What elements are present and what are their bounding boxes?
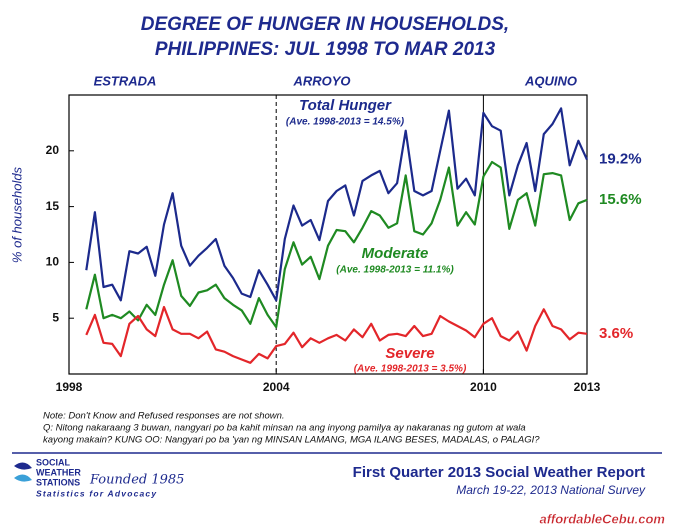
logo-text: SOCIAL <box>36 457 71 467</box>
series-average: (Ave. 1998-2013 = 11.1%) <box>336 265 454 276</box>
series-line <box>85 107 589 302</box>
series-average: (Ave. 1998-2013 = 3.5%) <box>354 364 467 375</box>
y-tick-label: 15 <box>46 199 60 213</box>
x-tick-label: 2010 <box>470 380 497 394</box>
plot-frame <box>68 94 588 375</box>
chart-title: DEGREE OF HUNGER IN HOUSEHOLDS, <box>141 14 509 35</box>
note: kayong makain? KUNG OO: Nangyari po ba '… <box>43 435 540 446</box>
series-line <box>85 160 588 329</box>
series-name: Total Hunger <box>299 97 392 114</box>
era-label: AQUINO <box>524 73 577 88</box>
logo-tagline: Statistics for Advocacy <box>36 488 157 498</box>
y-tick-label: 10 <box>46 255 60 269</box>
y-axis-label: % of households <box>9 166 24 263</box>
y-tick-label: 5 <box>52 310 59 324</box>
end-label: 19.2% <box>599 151 642 168</box>
series-line <box>85 305 588 364</box>
y-tick-label: 20 <box>46 143 60 157</box>
logo-text: WEATHER <box>36 467 81 477</box>
end-label: 15.6% <box>599 191 642 208</box>
end-label: 3.6% <box>599 325 633 342</box>
logo-icon <box>14 474 32 482</box>
logo-text: STATIONS <box>36 477 80 487</box>
logo-founded: Founded 1985 <box>89 473 184 488</box>
report-title: First Quarter 2013 Social Weather Report <box>353 464 645 481</box>
era-label: ARROYO <box>292 73 350 88</box>
logo: SOCIAL WEATHER STATIONS Founded 1985 Sta… <box>14 457 184 498</box>
x-tick-label: 2013 <box>574 380 601 394</box>
series-average: (Ave. 1998-2013 = 14.5%) <box>286 117 405 128</box>
note: Note: Don't Know and Refused responses a… <box>43 411 285 422</box>
logo-icon <box>14 462 32 470</box>
survey-date: March 19-22, 2013 National Survey <box>456 483 646 497</box>
series-name: Severe <box>385 345 434 362</box>
watermark: affordableCebu.com <box>540 511 666 526</box>
x-tick-label: 1998 <box>56 380 83 394</box>
note: Q: Nitong nakaraang 3 buwan, nangyari po… <box>43 423 526 434</box>
x-tick-label: 2004 <box>263 380 290 394</box>
series-name: Moderate <box>362 245 429 262</box>
era-label: ESTRADA <box>94 73 157 88</box>
chart-title: PHILIPPINES: JUL 1998 TO MAR 2013 <box>155 39 496 60</box>
